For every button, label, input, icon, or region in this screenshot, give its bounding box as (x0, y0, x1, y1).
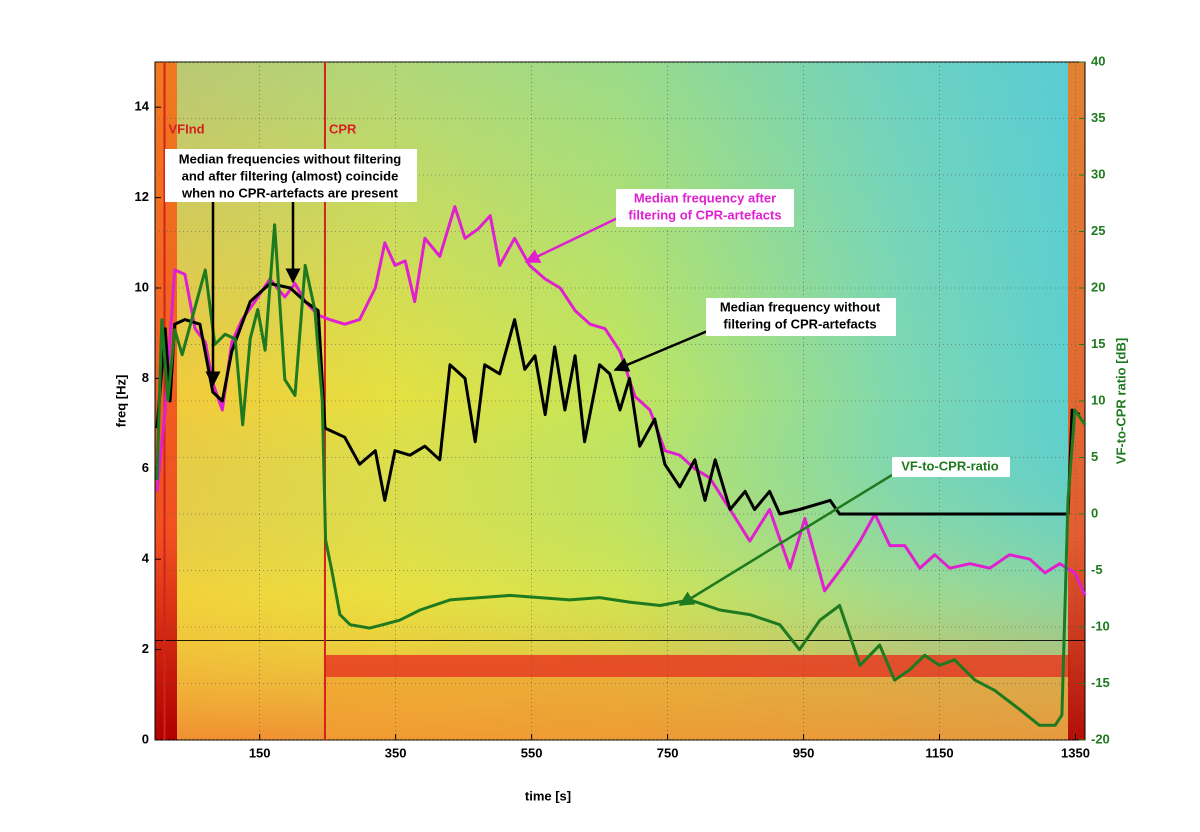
annotation-text: Median frequency without (720, 299, 881, 314)
y-tick-label: 14 (135, 99, 150, 114)
x-axis-label: time [s] (525, 788, 571, 803)
annotation-text: and after filtering (almost) coincide (182, 168, 399, 183)
annotation-box (706, 298, 896, 336)
annotation-text: filtering of CPR-artefacts (628, 207, 781, 222)
annotation-text: VF-to-CPR-ratio (901, 458, 999, 473)
y2-tick-label: 15 (1091, 336, 1105, 351)
x-tick-label: 950 (793, 745, 815, 760)
x-tick-label: 350 (385, 745, 407, 760)
annotation-text: when no CPR-artefacts are present (181, 185, 399, 200)
x-tick-label: 550 (521, 745, 543, 760)
y-tick-label: 0 (142, 731, 149, 746)
y2-tick-label: 40 (1091, 53, 1105, 68)
y2-tick-label: 0 (1091, 505, 1098, 520)
y-tick-label: 6 (142, 460, 149, 475)
y-tick-label: 4 (142, 551, 150, 566)
event-label: VFInd (169, 121, 205, 136)
y2-tick-label: 30 (1091, 166, 1105, 181)
y-tick-label: 8 (142, 370, 149, 385)
annotation-text: Median frequencies without filtering (179, 151, 402, 166)
y2-tick-label: 10 (1091, 392, 1105, 407)
y2-tick-label: -20 (1091, 731, 1110, 746)
annotation-box (892, 457, 1010, 477)
y2-tick-label: -5 (1091, 562, 1103, 577)
data-line (155, 282, 1081, 516)
annotation-arrow (678, 473, 893, 607)
y2-tick-label: 20 (1091, 279, 1105, 294)
x-tick-label: 750 (657, 745, 679, 760)
y-tick-label: 12 (135, 189, 149, 204)
annotation-arrow (524, 212, 627, 264)
y2-axis-label: VF-to-CPR ratio [dB] (1113, 338, 1128, 464)
x-tick-label: 1350 (1061, 745, 1090, 760)
annotation-box (165, 149, 417, 202)
y2-tick-label: 25 (1091, 223, 1105, 238)
y-tick-label: 10 (135, 279, 149, 294)
annotation-box (616, 189, 794, 227)
y-tick-label: 2 (142, 641, 149, 656)
y2-tick-label: 35 (1091, 110, 1105, 125)
annotation-text: Median frequency after (634, 190, 776, 205)
annotation-arrow (613, 328, 711, 372)
y-axis-label: freq [Hz] (113, 375, 128, 428)
annotation-text: filtering of CPR-artefacts (723, 316, 876, 331)
y2-tick-label: -15 (1091, 675, 1110, 690)
event-label: CPR (329, 121, 357, 136)
x-tick-label: 150 (249, 745, 271, 760)
x-tick-label: 1150 (925, 745, 953, 760)
plot-layer: 150 350 550 750 950 1150 135002468101214-20-15… (135, 53, 1110, 760)
data-line (155, 223, 1087, 727)
y2-tick-label: -10 (1091, 618, 1110, 633)
y2-tick-label: 5 (1091, 449, 1098, 464)
